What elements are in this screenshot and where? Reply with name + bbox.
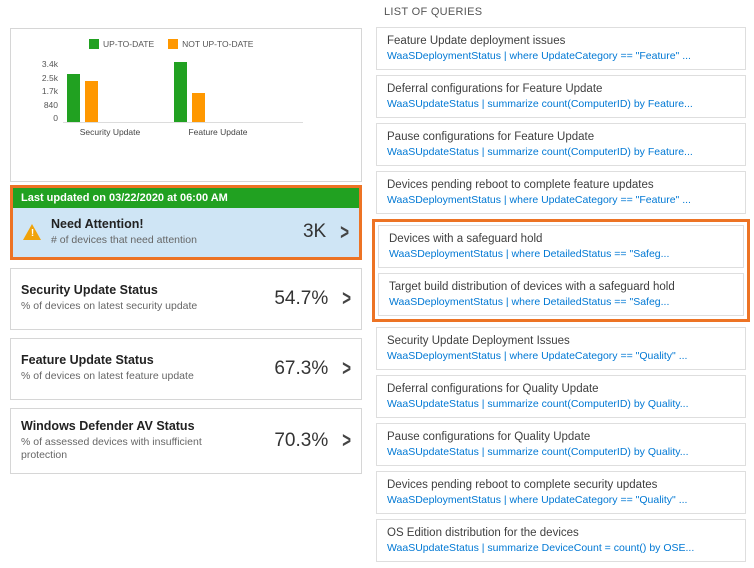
security-update-bar-group: [67, 59, 98, 122]
query-item-os-edition-distribution[interactable]: OS Edition distribution for the devices …: [376, 519, 746, 562]
legend-item-not-up-to-date: NOT UP-TO-DATE: [168, 39, 253, 49]
safeguard-hold-highlight-box: Devices with a safeguard hold WaaSDeploy…: [372, 219, 750, 322]
query-code[interactable]: WaaSDeploymentStatus | where UpdateCateg…: [387, 494, 688, 506]
plot-area: [63, 59, 303, 123]
query-list: Feature Update deployment issues WaaSDep…: [372, 27, 750, 562]
chevron-right-icon: >: [342, 428, 351, 454]
query-item-target-build-distribution-safeguard-hold[interactable]: Target build distribution of devices wit…: [378, 273, 744, 316]
tile-title: Security Update Status: [21, 283, 158, 298]
legend-label: UP-TO-DATE: [103, 39, 155, 49]
x-axis-labels: Security Update Feature Update: [67, 127, 351, 137]
query-item-devices-with-safeguard-hold[interactable]: Devices with a safeguard hold WaaSDeploy…: [378, 225, 744, 268]
y-tick: 2.5k: [41, 72, 58, 83]
x-label-security-update: Security Update: [79, 127, 141, 137]
legend-label: NOT UP-TO-DATE: [182, 39, 254, 49]
chevron-right-icon: >: [342, 355, 351, 382]
query-code[interactable]: WaaSUpdateStatus | summarize count(Compu…: [387, 146, 693, 158]
tile-value: 70.3%: [274, 429, 329, 451]
query-code[interactable]: WaaSDeploymentStatus | where UpdateCateg…: [387, 350, 688, 362]
tile-subtitle: % of devices on latest feature update: [21, 370, 194, 383]
query-code[interactable]: WaaSDeploymentStatus | where DetailedSta…: [389, 248, 670, 260]
query-item-pause-quality-update[interactable]: Pause configurations for Quality Update …: [376, 423, 746, 466]
query-item-pause-feature-update[interactable]: Pause configurations for Feature Update …: [376, 123, 746, 166]
y-tick: 0: [53, 113, 58, 123]
last-updated-banner: Last updated on 03/22/2020 at 06:00 AM: [13, 188, 359, 208]
query-code[interactable]: WaaSDeploymentStatus | where DetailedSta…: [389, 296, 670, 308]
query-title: OS Edition distribution for the devices: [387, 527, 579, 539]
tile-text: Security Update Status % of devices on l…: [21, 283, 274, 314]
query-title: Deferral configurations for Feature Upda…: [387, 83, 603, 95]
tile-value: 67.3%: [274, 357, 329, 379]
windows-defender-av-status-tile[interactable]: Windows Defender AV Status % of assessed…: [10, 407, 362, 474]
chart-legend: UP-TO-DATE NOT UP-TO-DATE: [89, 39, 351, 49]
query-title: Target build distribution of devices wit…: [389, 281, 675, 293]
y-axis: 3.4k 2.5k 1.7k 840 0: [35, 59, 63, 123]
security-not-up-to-date-bar: [85, 81, 98, 122]
feature-update-status-tile[interactable]: Feature Update Status % of devices on la…: [10, 337, 362, 400]
feature-update-bar-group: [174, 59, 205, 122]
chevron-right-icon: >: [340, 219, 349, 246]
legend-item-up-to-date: UP-TO-DATE: [89, 39, 154, 49]
chevron-right-icon: >: [342, 285, 351, 312]
y-tick: 840: [43, 99, 58, 110]
tile-title: Feature Update Status: [21, 353, 154, 368]
tile-value: 3K: [302, 221, 327, 243]
query-title: Devices with a safeguard hold: [389, 233, 543, 245]
y-tick: 3.4k: [41, 59, 58, 69]
query-code[interactable]: WaaSUpdateStatus | summarize DeviceCount…: [387, 542, 695, 554]
security-update-status-tile[interactable]: Security Update Status % of devices on l…: [10, 267, 362, 330]
bar-chart: 3.4k 2.5k 1.7k 840 0: [35, 59, 351, 123]
tile-title: Need Attention!: [51, 217, 144, 231]
query-item-pending-reboot-security-updates[interactable]: Devices pending reboot to complete secur…: [376, 471, 746, 514]
query-title: Feature Update deployment issues: [387, 35, 566, 47]
query-title: Devices pending reboot to complete secur…: [387, 479, 658, 491]
tile-subtitle: % of devices on latest security update: [21, 300, 198, 313]
queries-panel: LIST OF QUERIES Feature Update deploymen…: [372, 6, 750, 562]
y-tick: 1.7k: [41, 86, 58, 96]
warning-exclamation: !: [30, 227, 35, 239]
query-item-deferral-feature-update[interactable]: Deferral configurations for Feature Upda…: [376, 75, 746, 118]
need-attention-tile[interactable]: ! Need Attention! # of devices that need…: [13, 208, 359, 257]
query-code[interactable]: WaaSDeploymentStatus | where UpdateCateg…: [387, 50, 691, 62]
query-item-pending-reboot-feature-updates[interactable]: Devices pending reboot to complete featu…: [376, 171, 746, 214]
tile-text: Feature Update Status % of devices on la…: [21, 353, 274, 384]
query-title: Deferral configurations for Quality Upda…: [387, 383, 599, 395]
feature-not-up-to-date-bar: [192, 93, 205, 122]
tile-text: Need Attention! # of devices that need a…: [51, 217, 303, 248]
warning-triangle: [23, 223, 41, 240]
query-item-deferral-quality-update[interactable]: Deferral configurations for Quality Upda…: [376, 375, 746, 418]
query-item-security-update-deployment-issues[interactable]: Security Update Deployment Issues WaaSDe…: [376, 327, 746, 370]
query-title: Pause configurations for Feature Update: [387, 131, 595, 143]
feature-up-to-date-bar: [174, 61, 187, 122]
tile-title: Windows Defender AV Status: [21, 418, 195, 433]
query-title: Devices pending reboot to complete featu…: [387, 179, 654, 191]
query-code[interactable]: WaaSUpdateStatus | summarize count(Compu…: [387, 398, 689, 410]
attention-highlight-box: Last updated on 03/22/2020 at 06:00 AM !…: [10, 185, 362, 260]
left-panel: UP-TO-DATE NOT UP-TO-DATE 3.4k 2.5k 1.7k…: [10, 28, 362, 474]
query-item-feature-update-deployment-issues[interactable]: Feature Update deployment issues WaaSDep…: [376, 27, 746, 70]
queries-panel-title: LIST OF QUERIES: [384, 6, 483, 18]
warning-icon: !: [23, 223, 42, 241]
chart-card: UP-TO-DATE NOT UP-TO-DATE 3.4k 2.5k 1.7k…: [10, 28, 362, 182]
tile-text: Windows Defender AV Status % of assessed…: [21, 419, 274, 463]
security-up-to-date-bar: [67, 74, 80, 122]
query-code[interactable]: WaaSDeploymentStatus | where UpdateCateg…: [387, 194, 691, 206]
tile-value: 54.7%: [274, 287, 329, 309]
not-up-to-date-swatch: [168, 39, 179, 49]
query-code[interactable]: WaaSUpdateStatus | summarize count(Compu…: [387, 98, 693, 110]
query-title: Pause configurations for Quality Update: [387, 431, 591, 443]
x-label-feature-update: Feature Update: [188, 127, 248, 137]
tile-subtitle: % of assessed devices with insufficient …: [21, 435, 202, 462]
up-to-date-swatch: [89, 39, 99, 49]
query-code[interactable]: WaaSUpdateStatus | summarize count(Compu…: [387, 446, 689, 458]
query-title: Security Update Deployment Issues: [387, 335, 570, 347]
tile-subtitle: # of devices that need attention: [51, 234, 197, 246]
